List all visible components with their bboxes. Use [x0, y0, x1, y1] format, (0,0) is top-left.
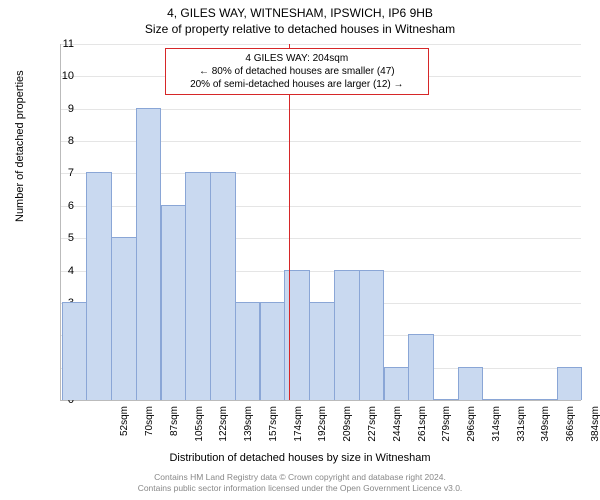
bar [86, 172, 112, 400]
info-box-line: 4 GILES WAY: 204sqm [172, 52, 422, 65]
x-tick: 349sqm [540, 406, 551, 456]
y-tick: 10 [50, 70, 74, 82]
attribution-line2: Contains public sector information licen… [0, 483, 600, 494]
x-tick: 139sqm [243, 406, 254, 456]
x-tick: 261sqm [417, 406, 428, 456]
x-tick: 192sqm [317, 406, 328, 456]
bar [235, 302, 261, 400]
chart-title-line2: Size of property relative to detached ho… [0, 22, 600, 36]
y-tick: 7 [50, 167, 74, 179]
bar [260, 302, 286, 400]
bar [62, 302, 88, 400]
x-tick: 52sqm [119, 406, 130, 456]
bar [408, 334, 434, 400]
bar [483, 399, 509, 400]
bar [359, 270, 385, 400]
info-box: 4 GILES WAY: 204sqm← 80% of detached hou… [165, 48, 429, 95]
y-tick: 11 [50, 38, 74, 50]
bar [532, 399, 558, 400]
x-tick: 244sqm [392, 406, 403, 456]
x-tick: 105sqm [194, 406, 205, 456]
bar [111, 237, 137, 400]
x-tick: 174sqm [293, 406, 304, 456]
reference-line [289, 44, 290, 400]
bar [334, 270, 360, 400]
x-tick: 314sqm [491, 406, 502, 456]
x-tick: 70sqm [144, 406, 155, 456]
info-box-line: ← 80% of detached houses are smaller (47… [172, 65, 422, 78]
x-tick: 279sqm [441, 406, 452, 456]
info-box-line: 20% of semi-detached houses are larger (… [172, 78, 422, 91]
bar [210, 172, 236, 400]
x-tick: 209sqm [342, 406, 353, 456]
x-tick: 296sqm [466, 406, 477, 456]
y-tick: 8 [50, 135, 74, 147]
x-tick: 331sqm [516, 406, 527, 456]
x-tick: 366sqm [565, 406, 576, 456]
y-tick: 6 [50, 200, 74, 212]
y-tick: 9 [50, 103, 74, 115]
x-tick: 384sqm [590, 406, 600, 456]
bar [161, 205, 187, 400]
x-tick: 157sqm [268, 406, 279, 456]
x-tick: 227sqm [367, 406, 378, 456]
bar [507, 399, 533, 400]
bar [433, 399, 459, 400]
gridline [61, 44, 581, 45]
attribution: Contains HM Land Registry data © Crown c… [0, 472, 600, 493]
x-tick: 122sqm [218, 406, 229, 456]
x-tick: 87sqm [169, 406, 180, 456]
bar [384, 367, 410, 400]
bar [309, 302, 335, 400]
plot-area: 4 GILES WAY: 204sqm← 80% of detached hou… [60, 44, 580, 400]
bar [458, 367, 484, 400]
bar [136, 108, 162, 400]
attribution-line1: Contains HM Land Registry data © Crown c… [0, 472, 600, 483]
bar [185, 172, 211, 400]
y-axis-label: Number of detached properties [14, 70, 26, 222]
bar [557, 367, 583, 400]
y-tick: 4 [50, 265, 74, 277]
chart-title-line1: 4, GILES WAY, WITNESHAM, IPSWICH, IP6 9H… [0, 6, 600, 20]
y-tick: 5 [50, 232, 74, 244]
